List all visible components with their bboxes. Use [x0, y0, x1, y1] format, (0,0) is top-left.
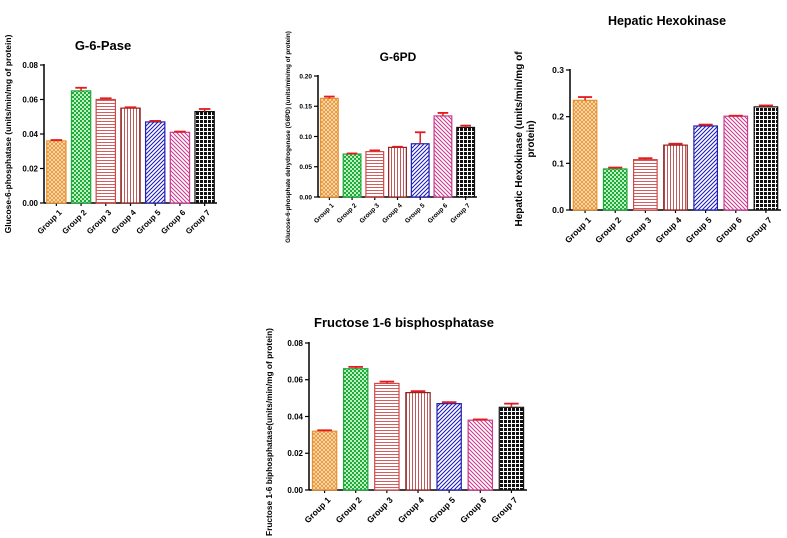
bar-group-5: [410, 143, 430, 198]
y-tick-label: 0.06: [22, 95, 38, 104]
bar-group-6: [723, 115, 749, 211]
x-tick-label: Group 6: [458, 495, 488, 525]
bars: [572, 96, 779, 211]
bar-group-7: [753, 106, 779, 211]
y-tick-label: 0.08: [287, 339, 303, 348]
bar-group-5: [144, 121, 166, 204]
bar-group-4: [388, 146, 407, 198]
y-tick-label: 0.06: [287, 376, 303, 385]
y-tick-label: 0.0: [552, 205, 564, 215]
x-tick-label: Group 6: [427, 202, 450, 225]
x-tick-label: Group 5: [135, 208, 163, 236]
y-tick-label: 0.08: [22, 61, 38, 70]
bars: [311, 365, 525, 491]
chart-g6pd: G-6PD Glucose-6-phosphate dehydrogenase …: [285, 31, 477, 243]
bar-group-6: [433, 115, 453, 198]
chart-title: Hepatic Hexokinase: [608, 14, 726, 28]
bar-group-2: [342, 368, 369, 491]
x-tick-label: Group 2: [336, 202, 359, 225]
y-tick-label: 0.02: [22, 164, 38, 173]
y-axis-label: Glucose-6-phosphatase (units/min/mg of p…: [3, 34, 13, 233]
x-tick-label: Group 1: [313, 202, 336, 225]
bars: [319, 95, 476, 198]
x-tick-label: Group 3: [358, 202, 381, 225]
bar-group-1: [311, 430, 338, 491]
bar-group-5: [436, 403, 462, 491]
x-tick-label: Group 2: [593, 215, 623, 245]
x-tick-label: Group 4: [381, 202, 404, 225]
x-tick-label: Group 1: [563, 215, 593, 245]
bar-group-7: [194, 110, 215, 204]
x-tick-label: Group 3: [365, 495, 395, 525]
y-tick-label: 0.00: [287, 486, 303, 495]
bar-group-5: [693, 125, 718, 211]
bar-group-7: [456, 126, 476, 198]
bar-group-1: [572, 99, 598, 211]
x-tick-label: Group 4: [653, 215, 683, 245]
x-tick-label: Group 7: [184, 208, 212, 236]
y-tick-label: 0.3: [552, 65, 564, 75]
y-axis-label: Fructose 1-6 biphosphatase(units/min/mg …: [264, 328, 274, 536]
y-tick-label: 0.04: [287, 412, 303, 421]
y-axis-label: Glucose-6-phosphate dehydrogenase (G6PD)…: [285, 31, 292, 243]
y-tick-label: 0.05: [299, 164, 312, 171]
x-tick-label: Group 5: [404, 202, 427, 225]
y-tick-label: 0.20: [299, 73, 312, 80]
bar-group-3: [374, 382, 400, 491]
chart-hepatic-hexokinase: Hepatic Hexokinase Hepatic Hexokinase (u…: [514, 14, 781, 245]
x-tick-label: Group 1: [36, 208, 64, 236]
x-tick-label: Group 3: [623, 215, 653, 245]
chart-g6pase: G-6-Pase Glucose-6-phosphatase (units/mi…: [3, 34, 217, 236]
x-tick-label: Group 6: [714, 215, 744, 245]
y-axis-label: Hepatic Hexokinase (units/min/mg ofprote…: [514, 51, 537, 227]
chart-title: Fructose 1-6 bisphosphatase: [314, 315, 494, 330]
x-tick-label: Group 7: [744, 215, 774, 245]
y-tick-label: 0.15: [299, 104, 312, 111]
x-tick-label: Group 5: [427, 495, 457, 525]
bar-group-2: [70, 90, 92, 204]
y-tick-label: 0.04: [22, 130, 38, 139]
x-tick-label: Group 2: [334, 495, 364, 525]
x-tick-label: Group 5: [683, 215, 713, 245]
bar-group-4: [120, 107, 141, 204]
chart-title: G-6PD: [380, 50, 417, 64]
y-axis-label-line: protein): [526, 120, 537, 157]
chart-fructose-bisphosphatase: Fructose 1-6 bisphosphatase Fructose 1-6…: [264, 315, 527, 536]
bar-group-1: [46, 140, 67, 204]
y-tick-label: 0.00: [299, 194, 312, 201]
x-tick-label: Group 7: [489, 495, 519, 525]
bar-group-3: [365, 151, 385, 198]
bar-group-4: [663, 144, 688, 211]
x-tick-label: Group 3: [85, 208, 113, 236]
bar-group-2: [342, 153, 362, 198]
y-tick-label: 0.00: [22, 199, 38, 208]
x-tick-label: Group 1: [302, 495, 332, 525]
bar-group-3: [95, 98, 117, 204]
y-tick-label: 0.10: [299, 134, 312, 141]
x-tick-label: Group 2: [60, 208, 88, 236]
bar-group-3: [633, 159, 658, 211]
bar-group-2: [602, 168, 628, 211]
y-tick-label: 0.1: [552, 158, 564, 168]
bar-group-1: [319, 97, 339, 198]
bar-group-6: [169, 131, 191, 204]
x-tick-label: Group 4: [110, 208, 138, 236]
bars: [46, 86, 215, 204]
bar-group-4: [405, 392, 431, 491]
x-tick-label: Group 7: [449, 202, 472, 225]
y-tick-label: 0.2: [552, 112, 564, 122]
y-tick-label: 0.02: [287, 449, 303, 458]
x-tick-label: Group 6: [159, 208, 187, 236]
y-axis-label-line: Hepatic Hexokinase (units/min/mg of: [514, 51, 525, 227]
bar-group-6: [467, 419, 494, 491]
chart-title: G-6-Pase: [75, 38, 131, 53]
bar-group-7: [498, 406, 525, 491]
x-tick-label: Group 4: [396, 495, 426, 525]
